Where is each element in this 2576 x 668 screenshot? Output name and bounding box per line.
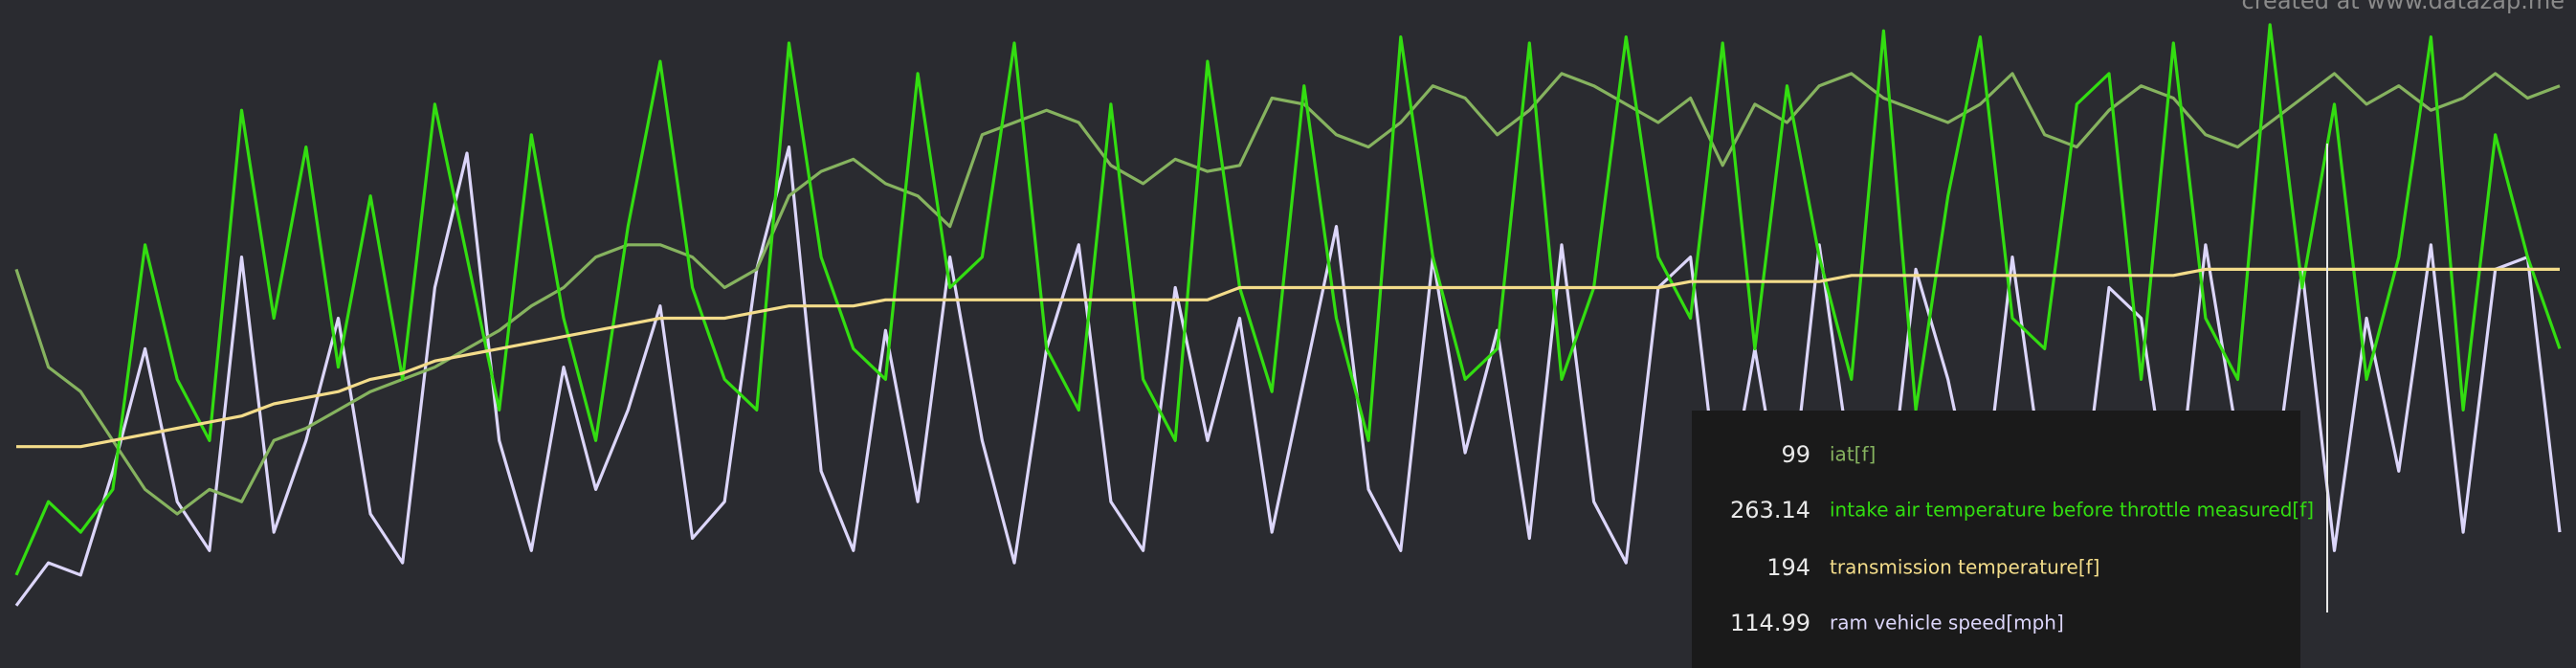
- tooltip-value: 114.99: [1730, 610, 1810, 636]
- tooltip-rows: 99 iat[f] 263.14 intake air temperature bef…: [1730, 441, 2314, 636]
- tooltip-value: 194: [1766, 554, 1810, 581]
- tooltip-label: iat[f]: [1830, 443, 1876, 466]
- series-line: [14, 23, 2562, 576]
- series-line: [14, 72, 2561, 516]
- tooltip-label: transmission temperature[f]: [1830, 556, 2099, 579]
- tooltip-value: 263.14: [1730, 497, 1810, 523]
- plot-area: [14, 23, 2562, 607]
- watermark: created at www.datazap.me: [2242, 0, 2565, 14]
- tooltip-value: 99: [1781, 441, 1810, 468]
- tooltip-label: intake air temperature before throttle m…: [1830, 499, 2314, 522]
- series-line: [14, 145, 2562, 607]
- tooltip-label: ram vehicle speed[mph]: [1830, 612, 2064, 635]
- tooltip: [1692, 411, 2300, 668]
- series-line: [16, 267, 2560, 449]
